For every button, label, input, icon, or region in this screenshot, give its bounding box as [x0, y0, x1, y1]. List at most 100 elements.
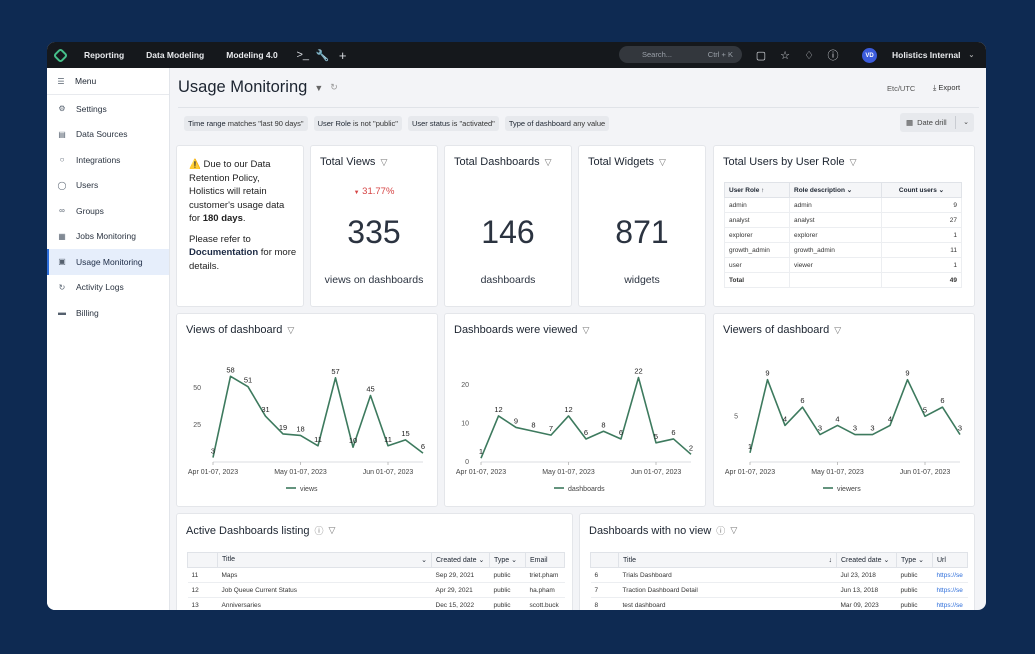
filter-icon[interactable]: ▽ — [730, 525, 738, 535]
bell-icon[interactable]: ♢ — [804, 49, 814, 62]
filter-icon[interactable]: ▽ — [287, 324, 295, 335]
cell: Jun 13, 2018 — [836, 582, 897, 598]
filter-icon[interactable]: ▽ — [582, 324, 590, 335]
sidebar-item-usage-monitoring[interactable]: ▣ Usage Monitoring — [47, 249, 169, 275]
data-label: 4 — [888, 414, 892, 423]
filter-icon[interactable]: ▽ — [328, 525, 336, 535]
data-label: 6 — [800, 396, 804, 405]
info-icon[interactable]: ⓘ — [314, 526, 324, 536]
calendar-icon: ▦ — [58, 231, 66, 241]
x-tick-label: May 01-07, 2023 — [542, 469, 595, 476]
data-label: 5 — [923, 405, 927, 414]
filter-field: Type of dashboard — [508, 119, 571, 128]
holistics-logo[interactable] — [47, 42, 73, 68]
table-row[interactable]: 13 Anniversaries Dec 15, 2022 public scott.b… — [187, 597, 565, 610]
column-header[interactable]: Type ⌄ — [896, 552, 933, 568]
filter-icon[interactable]: ▼ — [314, 82, 324, 93]
filter-chip-user-status[interactable]: User status is "activated" — [407, 116, 499, 131]
notice-text: Due to our Data Retention Policy, Holist… — [189, 159, 285, 224]
table-row[interactable]: 7 Traction Dashboard Detail Jun 13, 2018 pu… — [590, 582, 968, 598]
info-icon[interactable]: ⓘ — [716, 526, 726, 536]
filter-icon[interactable]: ▽ — [834, 324, 842, 335]
data-label: 15 — [401, 429, 409, 438]
x-tick-label: Jun 01-07, 2023 — [631, 469, 682, 476]
data-label: 9 — [765, 369, 769, 378]
chat-icon[interactable]: ▢ — [755, 49, 767, 62]
url-link[interactable]: https://se — [932, 567, 968, 583]
column-header[interactable]: Type ⌄ — [489, 552, 526, 568]
refresh-icon[interactable]: ↻ — [330, 82, 338, 92]
sidebar-item-groups[interactable]: ∞ Groups — [47, 198, 169, 224]
menu-toggle[interactable]: ☰ Menu — [47, 68, 169, 95]
data-label: 18 — [296, 424, 304, 433]
sidebar-item-users[interactable]: ◯ Users — [47, 173, 169, 199]
column-header[interactable]: Title ⌄ — [217, 552, 432, 568]
card-title: Dashboards with no view ⓘ ▽ — [589, 524, 737, 537]
url-link[interactable]: https://se — [932, 597, 968, 610]
active-listing-card: Active Dashboards listing ⓘ ▽ Title ⌄ Creat… — [176, 513, 573, 610]
star-icon[interactable]: ☆ — [780, 49, 790, 62]
table-row[interactable]: 6 Trials Dashboard Jul 23, 2018 public https… — [590, 567, 968, 583]
plus-icon[interactable]: + — [338, 47, 347, 63]
help-icon[interactable]: ⓘ — [827, 50, 839, 62]
data-label: 31 — [261, 405, 269, 414]
table-row[interactable]: 11 Maps Sep 29, 2021 public triet.pham — [187, 567, 565, 583]
cell: test dashboard — [618, 597, 837, 610]
column-header[interactable]: Url — [932, 552, 968, 568]
card-title-text: Dashboards with no view — [589, 524, 712, 537]
url-link[interactable]: https://se — [932, 582, 968, 598]
cell: Job Queue Current Status — [217, 582, 432, 598]
x-tick-label: Apr 01-07, 2023 — [456, 469, 506, 476]
filter-icon[interactable]: ▽ — [849, 156, 857, 167]
timezone-label[interactable]: Etc/UTC — [887, 84, 916, 93]
cell: Anniversaries — [217, 597, 432, 610]
down-arrow-icon: ▼ — [353, 190, 360, 196]
column-header[interactable]: Created date ⌄ — [431, 552, 490, 568]
nav-data-modeling[interactable]: Data Modeling — [146, 50, 205, 60]
column-header[interactable]: Role description ⌄ — [789, 182, 882, 198]
sidebar-item-data-sources[interactable]: ▤ Data Sources — [47, 122, 169, 148]
documentation-link[interactable]: Documentation — [189, 247, 259, 258]
filter-icon[interactable]: ▽ — [544, 156, 552, 167]
search-input[interactable]: Search... Ctrl + K — [619, 46, 742, 63]
table-row[interactable]: 8 test dashboard Mar 09, 2023 public https:/… — [590, 597, 968, 610]
filter-value: "last 90 days" — [258, 119, 304, 128]
filter-chip-time-range[interactable]: Time range matches "last 90 days" — [184, 116, 308, 131]
terminal-icon[interactable]: >_ — [296, 49, 309, 61]
cell: 11 — [881, 242, 962, 258]
kpi-total-widgets: Total Widgets ▽ 871 widgets — [578, 145, 706, 307]
sidebar-item-integrations[interactable]: ○ Integrations — [47, 147, 169, 173]
filter-icon[interactable]: ▽ — [380, 156, 388, 167]
nav-reporting[interactable]: Reporting — [84, 50, 125, 60]
cell: Sep 29, 2021 — [431, 567, 490, 583]
sidebar-item-activity-logs[interactable]: ↻ Activity Logs — [47, 275, 169, 301]
data-label: 6 — [619, 428, 623, 437]
gear-icon: ⚙ — [58, 104, 66, 114]
sidebar-item-jobs-monitoring[interactable]: ▦ Jobs Monitoring — [47, 224, 169, 250]
wrench-icon[interactable]: 🔧 — [315, 49, 330, 62]
kpi-value: 871 — [615, 214, 669, 250]
nav-modeling-4[interactable]: Modeling 4.0 — [226, 50, 278, 60]
series-line — [480, 376, 692, 459]
column-header[interactable]: Count users ⌄ — [881, 182, 962, 198]
column-header[interactable]: Title ↓ — [618, 552, 837, 568]
column-header[interactable]: User Role ↑ — [724, 182, 790, 198]
filter-icon[interactable]: ▽ — [659, 156, 666, 167]
column-header[interactable]: Created date ⌄ — [836, 552, 897, 568]
export-button[interactable]: ⤓ Export — [933, 83, 960, 93]
table-row[interactable]: 12 Job Queue Current Status Apr 29, 2021 pu… — [187, 582, 565, 598]
column-header[interactable]: Email — [525, 552, 565, 568]
data-label: 11 — [384, 435, 392, 444]
date-drill-select[interactable]: ▦ Date drill ⌄ — [900, 113, 974, 132]
table-total-row: Total 49 — [724, 272, 962, 288]
avatar[interactable]: VD — [862, 48, 877, 63]
filter-chip-dashboard-type[interactable]: Type of dashboard any value — [504, 116, 610, 131]
filter-chip-user-role[interactable]: User Role is not "public" — [313, 116, 402, 131]
card-title-text: Total Dashboards — [454, 156, 540, 168]
workspace-switcher[interactable]: Holistics Internal ⌄ — [892, 42, 974, 68]
no-view-card: Dashboards with no view ⓘ ▽ Title ↓ Created… — [579, 513, 975, 610]
dashboards-line-chart: 20 10 0 Apr 01-07, 2023 May 01-07, 2023 Jun 0… — [456, 367, 693, 493]
sidebar-item-billing[interactable]: ▬ Billing — [47, 300, 169, 326]
users-by-role-card: Total Users by User Role ▽ User Role ↑ Ro… — [713, 145, 975, 307]
sidebar-item-settings[interactable]: ⚙ Settings — [47, 96, 169, 122]
